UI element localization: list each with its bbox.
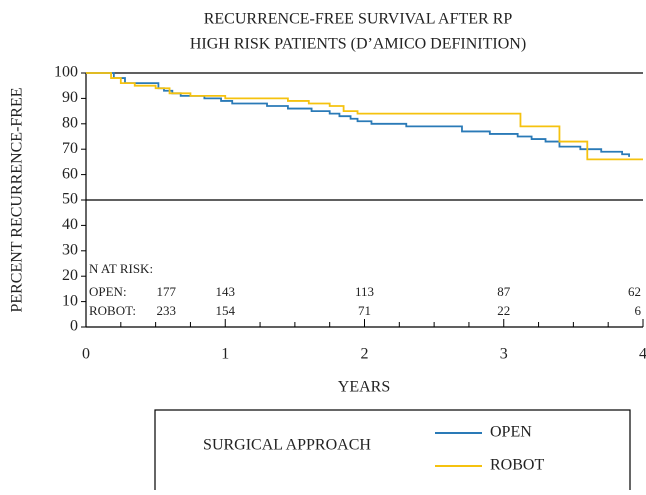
x-tick-label: 0 (82, 346, 90, 363)
y-tick-label: 30 (62, 241, 78, 258)
legend-label: OPEN (490, 424, 532, 441)
risk-value: 154 (216, 303, 236, 318)
y-axis-label: PERCENT RECURRENCE-FREE (9, 87, 26, 312)
legend-label: ROBOT (490, 457, 544, 474)
y-tick-label: 20 (62, 267, 78, 284)
chart-title: HIGH RISK PATIENTS (D’AMICO DEFINITION) (190, 36, 526, 53)
risk-value: 6 (635, 303, 642, 318)
risk-value: 113 (355, 284, 374, 299)
risk-row-label: OPEN: (89, 284, 127, 299)
y-tick-label: 90 (62, 89, 78, 106)
x-tick-label: 4 (639, 346, 646, 363)
chart-title: RECURRENCE-FREE SURVIVAL AFTER RP (204, 11, 513, 28)
risk-value: 233 (157, 303, 177, 318)
y-tick-label: 40 (62, 216, 78, 233)
risk-value: 177 (157, 284, 177, 299)
risk-value: 143 (216, 284, 236, 299)
legend-box (154, 409, 631, 495)
y-tick-label: 50 (62, 191, 78, 208)
x-tick-label: 2 (361, 346, 369, 363)
risk-value: 62 (628, 284, 641, 299)
x-axis-label: YEARS (338, 379, 390, 396)
legend-title: SURGICAL APPROACH (203, 437, 371, 454)
risk-table-title: N AT RISK: (89, 261, 153, 276)
y-tick-label: 10 (62, 292, 78, 309)
x-tick-label: 1 (221, 346, 229, 363)
y-tick-label: 80 (62, 114, 78, 131)
y-tick-label: 60 (62, 165, 78, 182)
y-tick-label: 0 (70, 318, 78, 335)
risk-value: 22 (497, 303, 510, 318)
risk-row-label: ROBOT: (89, 303, 136, 318)
risk-value: 71 (358, 303, 371, 318)
survival-curve (86, 72, 630, 157)
survival-curve (86, 72, 643, 161)
y-tick-label: 70 (62, 140, 78, 157)
risk-value: 87 (497, 284, 511, 299)
y-tick-label: 100 (54, 64, 78, 81)
x-tick-label: 3 (500, 346, 508, 363)
